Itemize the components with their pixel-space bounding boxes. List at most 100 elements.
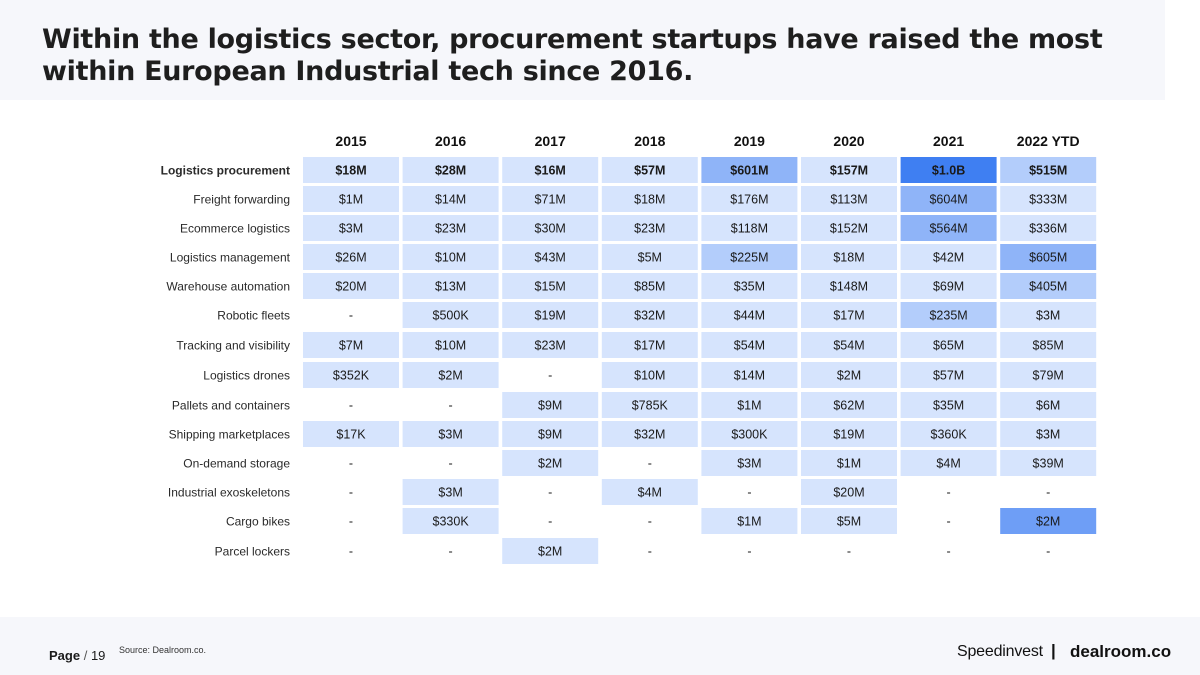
heatmap-cell [1000,186,1097,212]
column-header: 2020 [833,133,864,149]
row-label: On-demand storage [183,457,290,471]
source-note: Source: Dealroom.co. [119,645,207,655]
heatmap-cell [502,215,599,241]
cell-value-label: $5M [638,251,662,265]
cell-value-label: $71M [535,193,566,207]
cell-value-label: $9M [538,428,562,442]
cell-value-label: $30M [535,222,566,236]
heatmap-cell [1000,244,1097,270]
heatmap-cell [402,362,499,388]
heatmap-cell [900,421,997,447]
column-header: 2016 [435,133,466,149]
heatmap-cell [701,186,798,212]
cell-value-label: $500K [433,309,470,323]
cell-value-label: $3M [1036,428,1060,442]
heatmap-cell [900,362,997,388]
heatmap-cell [502,273,599,299]
cell-value-label: $3M [737,457,761,471]
cell-value-label: $118M [731,222,768,236]
cell-value-label: $35M [734,280,765,294]
heatmap-cell [900,302,997,328]
column-header: 2021 [933,133,964,149]
heatmap-cell [900,392,997,418]
cell-value-label: $17M [833,309,864,323]
cell-value-label: $333M [1029,193,1067,207]
row-label: Ecommerce logistics [180,222,290,236]
heatmap-cell [601,157,698,183]
column-header: 2019 [734,133,765,149]
heatmap-cell [900,186,997,212]
cell-value-label: - [349,515,353,529]
cell-value-label: $18M [634,193,665,207]
dealroom-logo: dealroom.co [1070,642,1172,661]
cell-value-label: $20M [833,486,864,500]
cell-value-label: $152M [830,222,868,236]
heatmap-cell [1000,421,1097,447]
cell-value-label: $26M [335,251,366,265]
cell-value-label: $10M [634,369,665,383]
cell-value-label: - [947,545,951,559]
cell-value-label: $4M [936,457,960,471]
cell-value-label: - [449,545,453,559]
column-header: 2018 [634,133,665,149]
heatmap-cell [601,332,698,358]
cell-value-label: $601M [730,164,768,178]
heatmap-cell [701,508,798,534]
row-label: Logistics management [170,251,291,265]
cell-value-label: $157M [830,164,868,178]
cell-value-label: $85M [634,280,665,294]
cell-value-label: $57M [933,369,964,383]
cell-value-label: - [947,486,951,500]
heatmap-cell [402,421,499,447]
heatmap-cell [601,215,698,241]
cell-value-label: $69M [933,280,964,294]
cell-value-label: $57M [634,164,665,178]
cell-value-label: $23M [634,222,665,236]
heatmap-cell [801,215,897,241]
column-header: 2017 [535,133,566,149]
column-header: 2015 [335,133,366,149]
heatmap-cell [1000,157,1097,183]
cell-value-label: $15M [535,280,566,294]
heatmap-cell [701,392,798,418]
cell-value-label: - [947,515,951,529]
cell-value-label: - [349,457,353,471]
heatmap-cell [601,421,698,447]
cell-value-label: $32M [634,309,665,323]
heatmap-cell [303,332,399,358]
cell-value-label: $405M [1029,280,1067,294]
heatmap-cell [701,157,798,183]
heatmap-cell [801,362,897,388]
heatmap-cell [801,392,897,418]
heatmap-cell [900,273,997,299]
cell-value-label: - [548,515,552,529]
cell-value-label: $17K [336,428,366,442]
heatmap-cell [900,244,997,270]
cell-value-label: - [349,545,353,559]
cell-value-label: $360K [931,428,968,442]
cell-value-label: $3M [438,486,462,500]
cell-value-label: $2M [438,369,462,383]
cell-value-label: $65M [933,339,964,353]
row-label: Cargo bikes [226,515,290,529]
heatmap-cell [801,157,897,183]
heatmap-cell [701,332,798,358]
cell-value-label: $2M [837,369,861,383]
heatmap-cell [303,244,399,270]
cell-value-label: $20M [335,280,366,294]
cell-value-label: $1.0B [932,164,965,178]
heatmap-cell [303,421,399,447]
heatmap-cell [701,302,798,328]
heatmap-cell [900,450,997,476]
cell-value-label: $19M [535,309,566,323]
heatmap-cell [601,186,698,212]
cell-value-label: $2M [538,457,562,471]
cell-value-label: $7M [339,339,363,353]
cell-value-label: - [548,486,552,500]
cell-value-label: $605M [1029,251,1067,265]
heatmap-cell [502,332,599,358]
heatmap-cell [402,244,499,270]
heatmap-cell [402,157,499,183]
heatmap-cell [303,273,399,299]
cell-value-label: $16M [535,164,566,178]
